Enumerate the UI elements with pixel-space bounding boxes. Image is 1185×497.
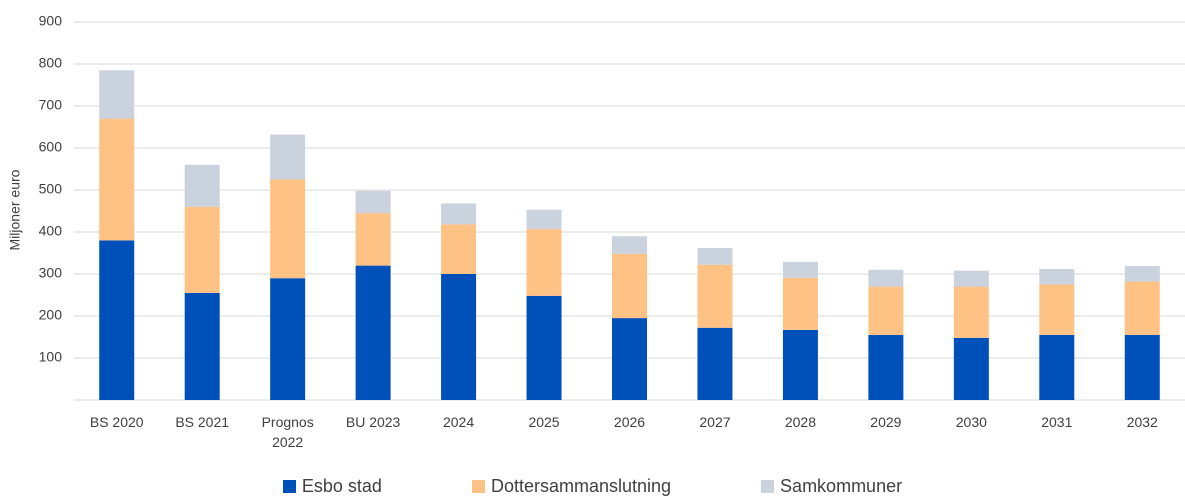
bar-segment [441, 274, 477, 400]
bar-segment [697, 264, 733, 328]
y-tick-label: 100 [39, 349, 63, 365]
y-tick-label: 500 [39, 181, 63, 197]
x-tick-label: 2026 [613, 414, 646, 430]
bar-segment [782, 261, 818, 278]
bar-segment [270, 134, 306, 180]
x-tick-label: 2031 [1041, 414, 1073, 430]
y-tick-label: 800 [39, 55, 63, 71]
legend-label: Esbo stad [301, 476, 382, 496]
bar-segment [697, 247, 733, 265]
bar-segment [612, 236, 647, 254]
y-tick-label: 700 [39, 97, 63, 113]
bar-segment [270, 278, 306, 400]
x-tick-label: BS 2020 [89, 414, 144, 430]
bar-segment [1124, 281, 1160, 335]
x-tick-label: BU 2023 [345, 414, 401, 430]
x-tick-label: 2032 [1126, 414, 1158, 430]
bar-segment [1124, 334, 1160, 400]
x-tick-label: 2028 [784, 414, 816, 430]
legend-swatch [761, 480, 775, 493]
bar-segment [526, 209, 562, 230]
bar-segment [441, 224, 477, 274]
bar-segment [184, 206, 220, 293]
bar-segment [355, 190, 391, 214]
legend-label: Dottersammanslutning [490, 476, 672, 496]
bar-segment [782, 329, 818, 400]
bar-segment [1039, 268, 1075, 285]
legend-item: Dottersammanslutning [471, 476, 672, 497]
bar-segment [1039, 334, 1075, 400]
bar-segment [270, 179, 306, 279]
y-tick-label: 200 [39, 307, 63, 323]
y-tick-label: 300 [39, 265, 63, 281]
x-tick-label: 2030 [955, 414, 987, 430]
x-tick-label: 2025 [528, 414, 560, 430]
legend: Esbo stad Dottersammanslutning Samkommuner [0, 476, 1185, 497]
legend-swatch [282, 480, 296, 493]
x-tick-label: 2027 [699, 414, 731, 430]
x-tick-label: 2029 [870, 414, 902, 430]
bar-segment [526, 229, 562, 296]
y-axis-label: Miljoner euro [7, 169, 23, 250]
bar-segment [1039, 284, 1075, 335]
legend-item: Esbo stad [282, 476, 382, 497]
bar-segment [1124, 266, 1160, 282]
bar-segment [868, 286, 904, 335]
bar-segment [526, 295, 562, 400]
x-tick-label: 2024 [442, 414, 475, 430]
bar-segment [782, 277, 818, 330]
bar-segment [184, 164, 220, 207]
x-tick-label: Prognos 2022 [261, 414, 314, 450]
legend-item: Samkommuner [761, 476, 902, 497]
bar-segment [697, 327, 733, 400]
x-tick-label: BS 2021 [175, 414, 230, 430]
bar-segment [441, 203, 477, 225]
bar-segment [953, 337, 989, 400]
bar-segment [184, 292, 220, 400]
y-tick-label: 400 [39, 223, 63, 239]
legend-swatch [471, 480, 485, 493]
y-tick-label: 600 [39, 139, 63, 155]
bar-segment [953, 270, 989, 287]
bar-segment [99, 118, 135, 241]
bar-segment [612, 318, 647, 400]
bar-segment [355, 213, 391, 266]
bar-segment [99, 70, 135, 119]
bar-segment [868, 269, 904, 287]
y-tick-label: 900 [39, 13, 63, 29]
bar-segment [868, 334, 904, 400]
bar-segment [612, 253, 647, 319]
legend-label: Samkommuner [780, 476, 903, 496]
bar-segment [99, 240, 135, 400]
bar-segment [355, 265, 391, 400]
bar-segment [953, 286, 989, 338]
